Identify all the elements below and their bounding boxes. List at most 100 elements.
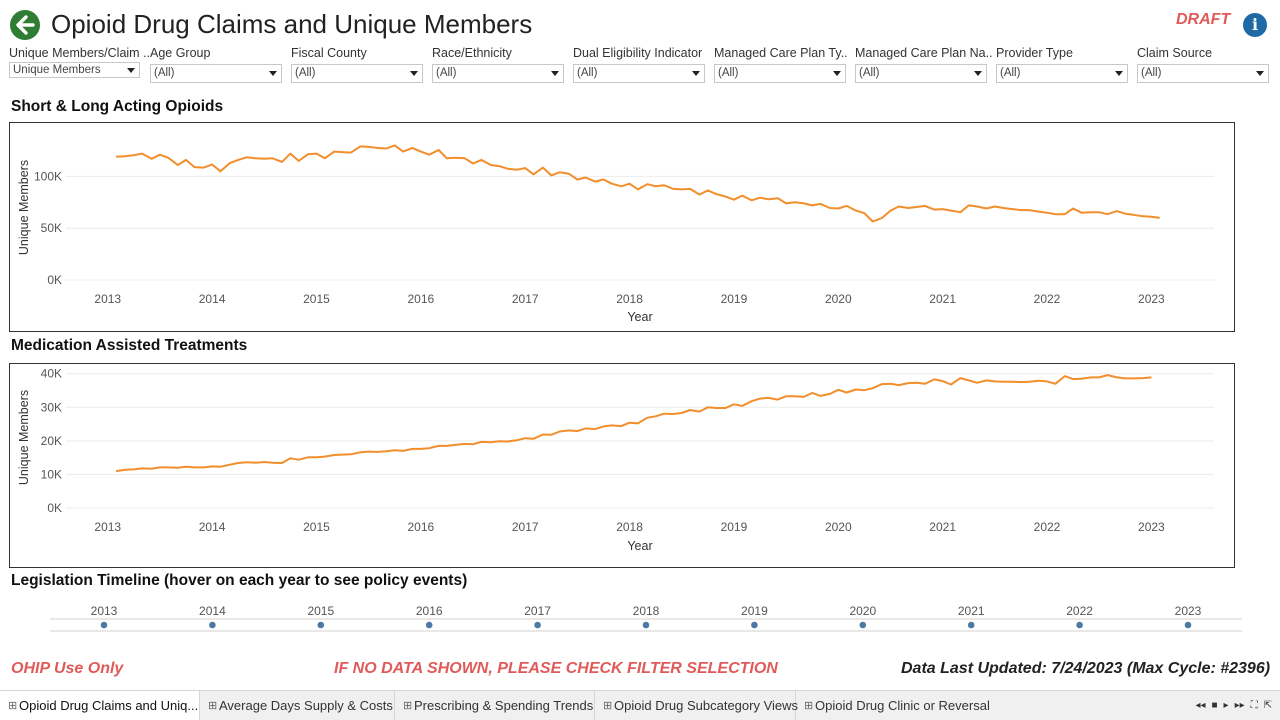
y-tick-label: 20K bbox=[41, 434, 62, 448]
filter-dropdown[interactable]: (All) bbox=[714, 64, 846, 83]
sheet-tab-4[interactable]: ⊞ Opioid Drug Clinic or Reversal bbox=[796, 691, 996, 720]
series-line[interactable] bbox=[115, 374, 1152, 473]
timeline-year-dot[interactable] bbox=[534, 621, 541, 629]
filter-dropdown[interactable]: (All) bbox=[573, 64, 705, 83]
filter-0: Unique Members/Claim .. Unique Members bbox=[9, 46, 150, 84]
mat-section-title: Medication Assisted Treatments bbox=[11, 337, 248, 354]
chevron-down-icon bbox=[1115, 71, 1123, 76]
filter-label: Age Group bbox=[150, 46, 211, 60]
filter-dropdown[interactable]: (All) bbox=[150, 64, 282, 83]
timeline-year-label: 2023 bbox=[1175, 604, 1202, 618]
filter-dropdown[interactable]: (All) bbox=[432, 64, 564, 83]
chevron-down-icon bbox=[410, 71, 418, 76]
chart-svg: 0K 50K 100K 2013 2014 2015 2016 2017 2018 2019 202… bbox=[17, 144, 1214, 324]
filter-label: Managed Care Plan Na.. bbox=[855, 46, 993, 60]
timeline-year-label: 2020 bbox=[849, 604, 876, 618]
x-tick-label: 2020 bbox=[825, 292, 852, 306]
info-button[interactable]: i bbox=[1243, 13, 1267, 37]
next-icon[interactable]: ▸ bbox=[1223, 700, 1229, 711]
sheet-tab-label: Opioid Drug Clinic or Reversal bbox=[815, 698, 990, 713]
y-tick-label: 0K bbox=[47, 273, 62, 287]
timeline-year-dot[interactable] bbox=[967, 621, 975, 629]
x-tick-label: 2017 bbox=[512, 292, 539, 306]
first-page-icon[interactable]: ◂◂ bbox=[1195, 700, 1206, 711]
x-tick-label: 2018 bbox=[616, 520, 643, 534]
filter-value: (All) bbox=[1000, 67, 1021, 79]
share-icon[interactable]: ⇱ bbox=[1263, 700, 1272, 711]
filter-label: Unique Members/Claim .. bbox=[9, 46, 151, 60]
sheet-grid-icon: ⊞ bbox=[8, 700, 18, 712]
x-tick-label: 2017 bbox=[512, 520, 539, 534]
x-axis-title: Year bbox=[627, 310, 652, 324]
y-tick-label: 50K bbox=[41, 221, 62, 235]
timeline-year-label: 2019 bbox=[741, 604, 768, 618]
y-tick-label: 10K bbox=[41, 467, 62, 481]
y-tick-label: 100K bbox=[34, 169, 62, 183]
sheet-tab-label: Opioid Drug Subcategory Views bbox=[614, 698, 799, 713]
timeline-year-label: 2022 bbox=[1066, 604, 1093, 618]
y-axis-title: Unique Members bbox=[17, 160, 31, 255]
x-tick-label: 2015 bbox=[303, 292, 330, 306]
timeline-year-dot[interactable] bbox=[317, 621, 325, 629]
fullscreen-icon[interactable]: ⛶ bbox=[1250, 700, 1258, 711]
x-tick-label: 2022 bbox=[1034, 520, 1061, 534]
timeline-year-dot[interactable] bbox=[751, 621, 758, 629]
sheet-tab-1[interactable]: ⊞ Average Days Supply & Costs bbox=[200, 691, 395, 720]
x-tick-label: 2018 bbox=[616, 292, 643, 306]
legislation-timeline: 2013 2014 2015 2016 2017 2018 2019 2020 2021 2022… bbox=[0, 600, 1280, 640]
filter-1: Age Group (All) bbox=[150, 46, 282, 84]
timeline-year-label: 2015 bbox=[307, 604, 334, 618]
timeline-year-dot[interactable] bbox=[642, 621, 650, 629]
timeline-year-dot[interactable] bbox=[1184, 621, 1192, 629]
sheet-tab-2[interactable]: ⊞ Prescribing & Spending Trends bbox=[395, 691, 595, 720]
timeline-year-dot[interactable] bbox=[1076, 621, 1083, 629]
stop-icon[interactable]: ■ bbox=[1211, 700, 1218, 711]
info-icon: i bbox=[1251, 15, 1259, 34]
chevron-down-icon bbox=[269, 71, 277, 76]
filter-dropdown[interactable]: (All) bbox=[291, 64, 423, 83]
timeline-year-label: 2013 bbox=[91, 604, 118, 618]
timeline-year-dot[interactable] bbox=[209, 621, 216, 629]
sheet-tab-label: Opioid Drug Claims and Uniq... bbox=[19, 698, 199, 713]
filter-dropdown[interactable]: (All) bbox=[855, 64, 987, 83]
series-line[interactable] bbox=[116, 144, 1160, 223]
filter-label: Claim Source bbox=[1137, 46, 1213, 60]
y-axis-title: Unique Members bbox=[17, 390, 31, 485]
chevron-down-icon bbox=[974, 71, 982, 76]
timeline-year-label: 2017 bbox=[524, 604, 551, 618]
timeline-year-label: 2018 bbox=[633, 604, 660, 618]
filter-dropdown[interactable]: (All) bbox=[996, 64, 1128, 83]
x-tick-label: 2021 bbox=[929, 520, 956, 534]
x-tick-label: 2020 bbox=[825, 520, 852, 534]
y-tick-label: 0K bbox=[47, 501, 62, 515]
filter-dropdown[interactable]: (All) bbox=[1137, 64, 1269, 83]
sheet-tab-label: Average Days Supply & Costs bbox=[219, 698, 393, 713]
x-tick-label: 2019 bbox=[721, 520, 748, 534]
x-tick-label: 2023 bbox=[1138, 292, 1165, 306]
x-tick-label: 2015 bbox=[303, 520, 330, 534]
chart-svg: 0K 10K 20K 30K 40K 2013 2014 2015 2016 2017 2018 20… bbox=[17, 367, 1214, 553]
sheet-grid-icon: ⊞ bbox=[603, 700, 613, 712]
sheet-tab-3[interactable]: ⊞ Opioid Drug Subcategory Views bbox=[595, 691, 799, 720]
filter-label: Managed Care Plan Ty.. bbox=[714, 46, 848, 60]
last-page-icon[interactable]: ▸▸ bbox=[1234, 700, 1245, 711]
timeline-year-dot[interactable] bbox=[859, 621, 867, 629]
filter-dropdown[interactable]: Unique Members bbox=[9, 62, 140, 78]
back-button[interactable] bbox=[10, 10, 40, 40]
back-arrow-icon bbox=[16, 15, 35, 35]
timeline-year-dot[interactable] bbox=[425, 621, 433, 629]
page-title: Opioid Drug Claims and Unique Members bbox=[51, 9, 533, 39]
opioids-chart: 0K 50K 100K 2013 2014 2015 2016 2017 2018 2019 202… bbox=[9, 122, 1235, 332]
timeline-section-title: Legislation Timeline (hover on each year… bbox=[11, 572, 468, 589]
timeline-year-label: 2014 bbox=[199, 604, 226, 618]
filter-value: (All) bbox=[436, 67, 457, 79]
x-tick-label: 2021 bbox=[929, 292, 956, 306]
x-tick-label: 2023 bbox=[1138, 520, 1165, 534]
sheet-tab-0[interactable]: ⊞ Opioid Drug Claims and Uniq... bbox=[0, 691, 200, 720]
chevron-down-icon bbox=[1256, 71, 1264, 76]
sheet-grid-icon: ⊞ bbox=[804, 700, 814, 712]
timeline-year-dot[interactable] bbox=[100, 621, 108, 629]
filter-4: Dual Eligibility Indicator (All) bbox=[573, 46, 705, 84]
nav-controls: ◂◂ ■ ▸ ▸▸ ⛶ ⇱ bbox=[1189, 700, 1272, 711]
x-tick-label: 2016 bbox=[407, 292, 434, 306]
